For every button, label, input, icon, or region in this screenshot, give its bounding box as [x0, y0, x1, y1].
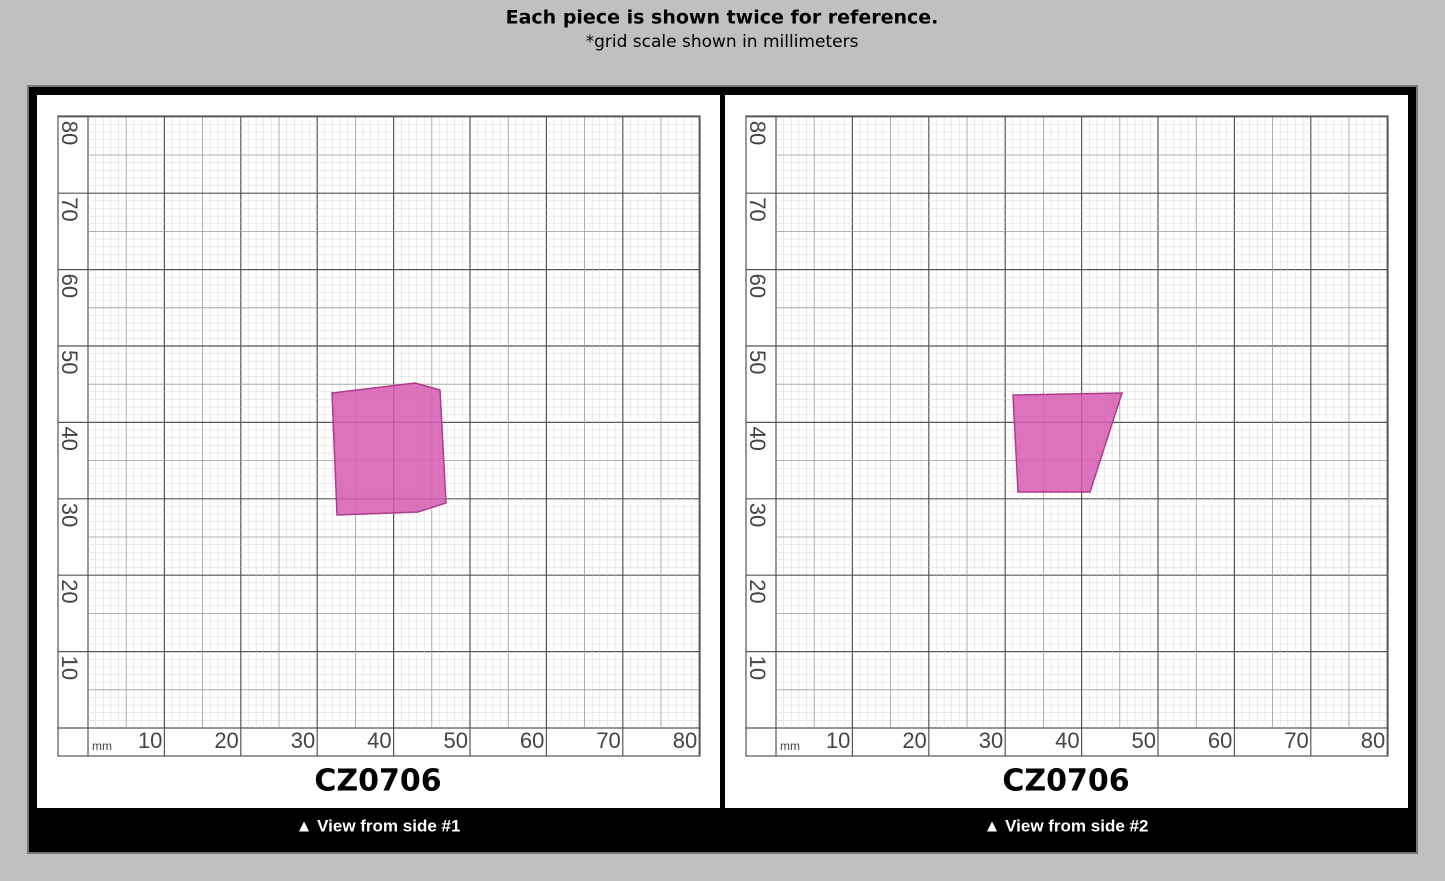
x-scale-label: 50: [444, 728, 468, 753]
y-scale-label: 80: [57, 121, 82, 145]
y-scale-label: 50: [57, 350, 82, 374]
y-scale-label: 20: [57, 579, 82, 603]
x-scale-label: 60: [520, 728, 544, 753]
x-scale-label: 30: [979, 728, 1003, 753]
x-scale-label: 60: [1208, 728, 1232, 753]
panel: mm 10 20 30 40 50 60 70 80 10 20 30 40 50 60 70 80 CZ0706…: [37, 95, 720, 835]
scale-border: [745, 115, 1389, 757]
y-scale-label: 70: [57, 197, 82, 221]
x-scale-label: 20: [902, 728, 926, 753]
y-scale-label: 80: [745, 121, 770, 145]
unit-label: mm: [92, 739, 112, 753]
subtitle: *grid scale shown in millimeters: [586, 32, 859, 52]
piece-label: CZ0706: [1002, 764, 1129, 799]
y-scale-label: 60: [57, 274, 82, 298]
crystal: [1012, 392, 1124, 493]
x-scale-label: 20: [214, 728, 238, 753]
y-scale-label: 20: [745, 579, 770, 603]
caption: ▲ View from side #1: [296, 816, 461, 835]
x-scale-label: 70: [596, 728, 620, 753]
x-scale-label: 40: [367, 728, 391, 753]
y-scale-label: 10: [57, 656, 82, 680]
piece-label: CZ0706: [314, 764, 441, 799]
y-scale-label: 60: [745, 274, 770, 298]
x-scale-label: 80: [1361, 728, 1385, 753]
y-scale-label: 40: [57, 426, 82, 450]
x-scale-label: 70: [1284, 728, 1308, 753]
y-scale-label: 30: [57, 503, 82, 527]
caption: ▲ View from side #2: [984, 816, 1149, 835]
y-scale-label: 70: [745, 197, 770, 221]
y-scale-label: 30: [745, 503, 770, 527]
title: Each piece is shown twice for reference.: [506, 7, 939, 29]
y-scale-label: 40: [745, 426, 770, 450]
x-scale-label: 50: [1132, 728, 1156, 753]
x-scale-label: 10: [826, 728, 850, 753]
x-scale-label: 10: [138, 728, 162, 753]
crystal: [331, 382, 447, 516]
panel: mm 10 20 30 40 50 60 70 80 10 20 30 40 50 60 70 80 CZ0706…: [725, 95, 1408, 835]
x-scale-label: 30: [291, 728, 315, 753]
y-scale-label: 10: [745, 656, 770, 680]
x-scale-label: 40: [1055, 728, 1079, 753]
unit-label: mm: [780, 739, 800, 753]
x-scale-label: 80: [673, 728, 697, 753]
y-scale-label: 50: [745, 350, 770, 374]
scale-border: [57, 115, 701, 757]
